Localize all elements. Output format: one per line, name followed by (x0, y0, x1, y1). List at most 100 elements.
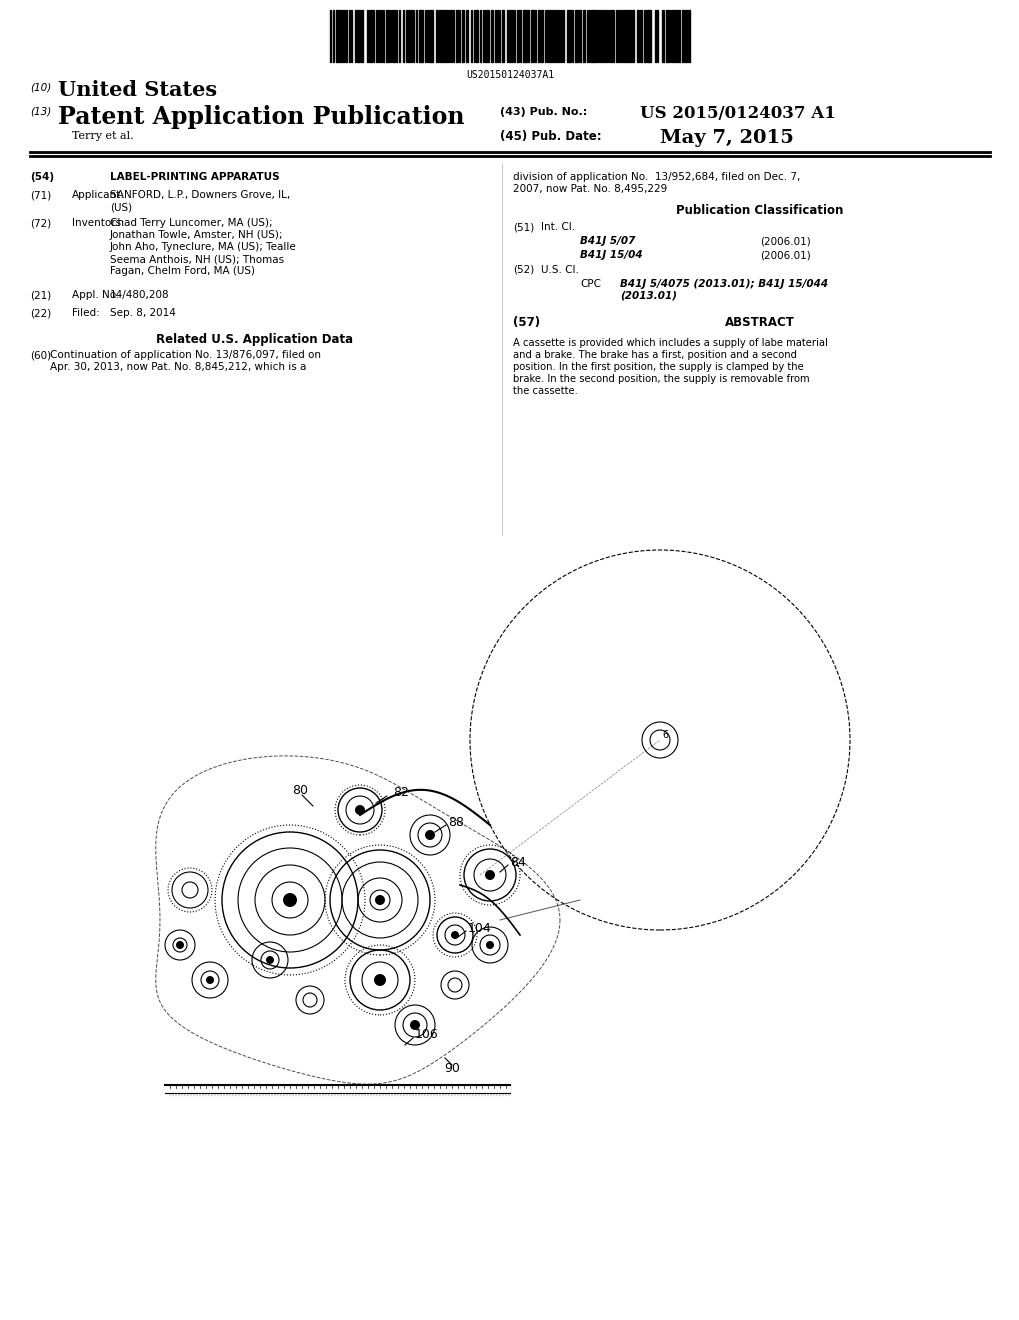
Circle shape (375, 895, 384, 906)
Bar (392, 11, 394, 62)
Text: Seema Anthois, NH (US); Thomas: Seema Anthois, NH (US); Thomas (110, 253, 284, 264)
Circle shape (206, 975, 214, 983)
Text: (13): (13) (30, 107, 51, 117)
Bar (369, 11, 372, 62)
Text: Publication Classification: Publication Classification (676, 205, 843, 216)
Bar (567, 11, 571, 62)
Text: (21): (21) (30, 290, 51, 300)
Bar (435, 11, 437, 62)
Text: Jonathan Towle, Amster, NH (US);: Jonathan Towle, Amster, NH (US); (110, 230, 283, 240)
Bar (501, 11, 503, 62)
Bar (508, 11, 511, 62)
Bar (540, 11, 542, 62)
Circle shape (374, 974, 385, 986)
Text: (43) Pub. No.:: (43) Pub. No.: (499, 107, 587, 117)
Text: (2006.01): (2006.01) (759, 236, 810, 246)
Text: LABEL-PRINTING APPARATUS: LABEL-PRINTING APPARATUS (110, 172, 279, 182)
Circle shape (450, 931, 459, 939)
Text: (72): (72) (30, 218, 51, 228)
Bar (575, 11, 578, 62)
Bar (643, 11, 645, 62)
Text: John Aho, Tyneclure, MA (US); Tealle: John Aho, Tyneclure, MA (US); Tealle (110, 242, 297, 252)
Text: (2013.01): (2013.01) (620, 290, 677, 301)
Text: Int. Cl.: Int. Cl. (540, 222, 575, 232)
Bar (685, 11, 687, 62)
Text: 88: 88 (447, 816, 464, 829)
Bar (484, 11, 486, 62)
Text: the cassette.: the cassette. (513, 385, 578, 396)
Text: (51): (51) (513, 222, 534, 232)
Circle shape (266, 956, 274, 964)
Bar (335, 11, 339, 62)
Bar (476, 11, 478, 62)
Text: Related U.S. Application Data: Related U.S. Application Data (156, 333, 354, 346)
Text: (54): (54) (30, 172, 54, 182)
Text: US20150124037A1: US20150124037A1 (466, 70, 553, 81)
Text: and a brake. The brake has a first, position and a second: and a brake. The brake has a first, posi… (513, 350, 796, 360)
Text: division of application No.  13/952,684, filed on Dec. 7,: division of application No. 13/952,684, … (513, 172, 800, 182)
Bar (455, 11, 458, 62)
Text: US 2015/0124037 A1: US 2015/0124037 A1 (639, 106, 835, 121)
Text: Filed:: Filed: (72, 308, 100, 318)
Text: 2007, now Pat. No. 8,495,229: 2007, now Pat. No. 8,495,229 (513, 183, 666, 194)
Bar (376, 11, 378, 62)
Text: (45) Pub. Date:: (45) Pub. Date: (499, 129, 601, 143)
Bar (548, 11, 550, 62)
Text: ABSTRACT: ABSTRACT (725, 315, 794, 329)
Text: 14/480,208: 14/480,208 (110, 290, 169, 300)
Text: CPC: CPC (580, 279, 600, 289)
Text: Appl. No.: Appl. No. (72, 290, 119, 300)
Circle shape (485, 941, 493, 949)
Text: B41J 5/07: B41J 5/07 (580, 236, 635, 246)
Text: 80: 80 (291, 784, 308, 796)
Bar (537, 11, 539, 62)
Bar (639, 11, 641, 62)
Text: (22): (22) (30, 308, 51, 318)
Text: Continuation of application No. 13/876,097, filed on: Continuation of application No. 13/876,0… (50, 350, 321, 360)
Bar (557, 11, 559, 62)
Bar (579, 11, 581, 62)
Bar (637, 11, 638, 62)
Bar (429, 11, 433, 62)
Text: Apr. 30, 2013, now Pat. No. 8,845,212, which is a: Apr. 30, 2013, now Pat. No. 8,845,212, w… (50, 362, 306, 372)
Bar (517, 11, 519, 62)
Bar (357, 11, 360, 62)
Bar (419, 11, 423, 62)
Bar (629, 11, 631, 62)
Bar (632, 11, 634, 62)
Bar (361, 11, 363, 62)
Text: U.S. Cl.: U.S. Cl. (540, 265, 579, 275)
Bar (583, 11, 585, 62)
Bar (590, 11, 593, 62)
Text: (2006.01): (2006.01) (759, 249, 810, 260)
Bar (678, 11, 680, 62)
Bar (603, 11, 605, 62)
Bar (490, 11, 492, 62)
Text: Patent Application Publication: Patent Application Publication (58, 106, 464, 129)
Bar (344, 11, 346, 62)
Text: SANFORD, L.P., Downers Grove, IL,: SANFORD, L.P., Downers Grove, IL, (110, 190, 290, 201)
Text: A cassette is provided which includes a supply of labe material: A cassette is provided which includes a … (513, 338, 827, 348)
Text: brake. In the second position, the supply is removable from: brake. In the second position, the suppl… (513, 374, 809, 384)
Text: (52): (52) (513, 265, 534, 275)
Bar (443, 11, 445, 62)
Bar (466, 11, 468, 62)
Text: May 7, 2015: May 7, 2015 (659, 129, 793, 147)
Text: 104: 104 (468, 921, 491, 935)
Circle shape (355, 805, 365, 814)
Text: Chad Terry Luncomer, MA (US);: Chad Terry Luncomer, MA (US); (110, 218, 272, 228)
Bar (594, 11, 596, 62)
Circle shape (484, 870, 494, 880)
Text: (US): (US) (110, 202, 132, 213)
Bar (531, 11, 534, 62)
Circle shape (425, 830, 434, 840)
Bar (622, 11, 625, 62)
Circle shape (282, 894, 297, 907)
Bar (438, 11, 440, 62)
Text: 106: 106 (415, 1028, 438, 1041)
Text: B41J 5/4075 (2013.01); B41J 15/044: B41J 5/4075 (2013.01); B41J 15/044 (620, 279, 827, 289)
Circle shape (176, 941, 183, 949)
Bar (462, 11, 464, 62)
Text: position. In the first position, the supply is clamped by the: position. In the first position, the sup… (513, 362, 803, 372)
Text: Inventors:: Inventors: (72, 218, 124, 228)
